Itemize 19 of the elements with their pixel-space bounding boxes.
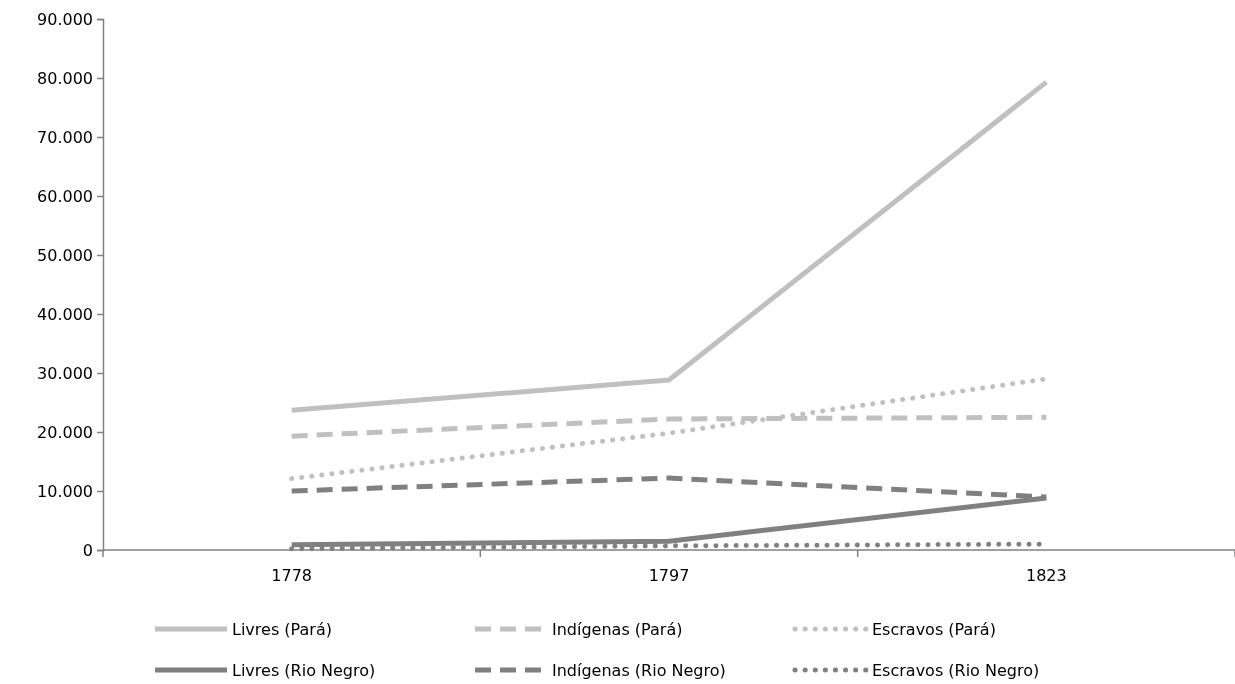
y-tick-label: 0 — [82, 540, 93, 560]
legend-label: Indígenas (Rio Negro) — [552, 661, 726, 680]
x-tick-label: 1797 — [648, 566, 690, 585]
legend-label: Indígenas (Pará) — [552, 620, 683, 639]
y-tick-label: 20.000 — [37, 422, 93, 442]
y-tick-label: 80.000 — [37, 68, 93, 88]
legend-label: Escravos (Pará) — [872, 620, 996, 639]
y-tick-label: 90.000 — [37, 9, 93, 29]
legend-label: Livres (Rio Negro) — [232, 661, 376, 680]
legend-label: Escravos (Rio Negro) — [872, 661, 1040, 680]
legend-label: Livres (Pará) — [232, 620, 332, 639]
y-tick-label: 60.000 — [37, 186, 93, 206]
x-tick-label: 1823 — [1025, 566, 1067, 585]
y-tick-label: 70.000 — [37, 127, 93, 147]
y-tick-label: 50.000 — [37, 245, 93, 265]
y-tick-label: 40.000 — [37, 304, 93, 324]
x-tick-label: 1778 — [271, 566, 313, 585]
y-tick-label: 10.000 — [37, 481, 93, 501]
y-tick-label: 30.000 — [37, 363, 93, 383]
